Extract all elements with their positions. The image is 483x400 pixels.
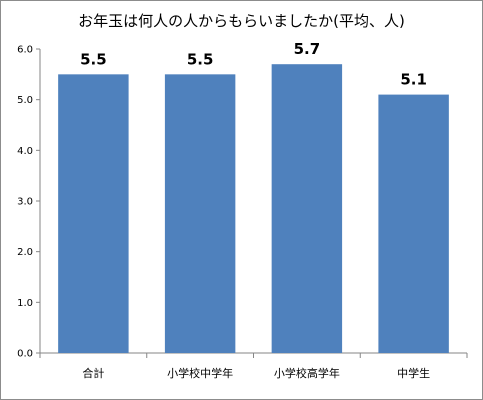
y-tick-label: 2.0 [17,247,33,258]
y-axis: 0.0 1.0 2.0 3.0 4.0 5.0 6.0 [17,45,41,360]
data-label: 5.5 [187,50,214,68]
x-axis: 合計 小学校中学年 小学校高学年 中学生 [39,352,468,380]
y-tick-label: 1.0 [17,298,33,309]
data-label: 5.5 [80,50,107,68]
bar [58,74,129,353]
bars [58,64,449,353]
bar [164,74,236,353]
bar [271,64,343,353]
category-label: 合計 [82,366,104,380]
y-tick-label: 3.0 [17,197,33,208]
y-tick-label: 5.0 [17,95,33,106]
y-tick-label: 6.0 [17,45,33,56]
chart-title: お年玉は何人の人からもらいましたか(平均、人) [78,12,405,30]
data-label: 5.7 [294,40,321,58]
bar [378,94,449,353]
y-tick-label: 0.0 [17,349,33,360]
category-label: 小学校中学年 [167,366,233,380]
category-label: 小学校高学年 [274,366,340,380]
category-label: 中学生 [397,366,430,380]
data-labels: 5.5 5.5 5.7 5.1 [80,40,427,88]
y-tick-label: 4.0 [17,146,33,157]
data-label: 5.1 [400,71,427,89]
